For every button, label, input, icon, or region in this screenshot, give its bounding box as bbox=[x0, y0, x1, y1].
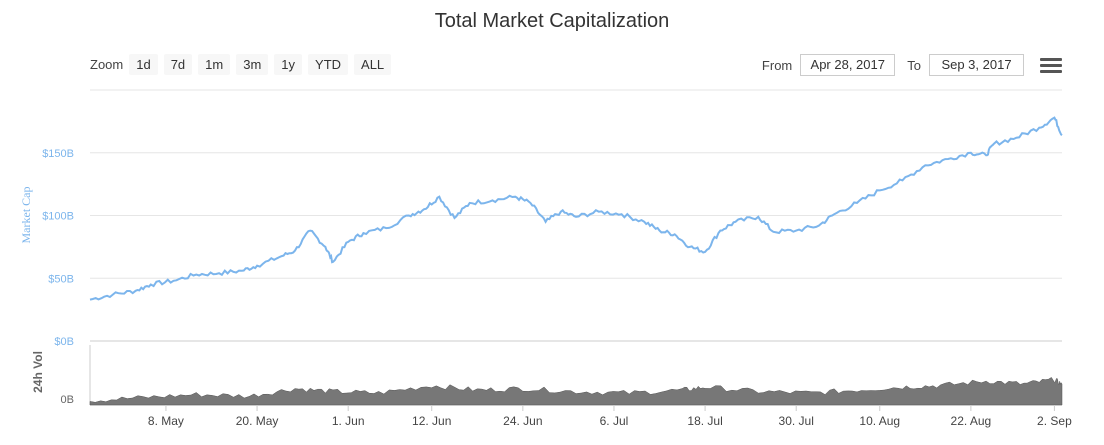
date-range: From Apr 28, 2017 To Sep 3, 2017 bbox=[762, 54, 1024, 76]
zoom-bar: Zoom 1d 7d 1m 3m 1y YTD ALL bbox=[90, 54, 397, 75]
y-tick-label: $0B bbox=[54, 336, 74, 348]
chart-title: Total Market Capitalization bbox=[434, 10, 670, 32]
zoom-1m-button[interactable]: 1m bbox=[198, 54, 231, 75]
hamburger-menu-icon[interactable] bbox=[1040, 58, 1062, 74]
grid-lines bbox=[90, 89, 1062, 342]
market-cap-series-line bbox=[89, 116, 1063, 301]
volume-y-tick: 0B bbox=[61, 394, 74, 406]
zoom-all-button[interactable]: ALL bbox=[354, 54, 392, 75]
x-tick-label: 2. Sep bbox=[1037, 414, 1072, 428]
x-tick-label: 24. Jun bbox=[503, 414, 542, 428]
zoom-1y-button[interactable]: 1y bbox=[274, 54, 303, 75]
x-tick-label: 18. Jul bbox=[687, 414, 722, 428]
y-tick-label: $150B bbox=[42, 148, 74, 160]
zoom-1d-button[interactable]: 1d bbox=[129, 54, 158, 75]
zoom-label: Zoom bbox=[90, 57, 124, 72]
y-axis-label: Market Cap bbox=[19, 187, 33, 244]
from-label: From bbox=[761, 57, 793, 73]
zoom-3m-button[interactable]: 3m bbox=[236, 54, 269, 75]
x-tick-label: 6. Jul bbox=[600, 414, 629, 428]
x-tick-label: 30. Jul bbox=[779, 414, 814, 428]
x-tick-label: 12. Jun bbox=[412, 414, 451, 428]
volume-axis-label: 24h Vol bbox=[31, 351, 45, 393]
x-tick-label: 1. Jun bbox=[332, 414, 365, 428]
x-tick-label: 10. Aug bbox=[859, 414, 900, 428]
x-axis-ticks: 8. May 20. May 1. Jun 12. Jun 24. Jun 6. Jul 1… bbox=[148, 405, 1072, 428]
to-label: To bbox=[907, 57, 921, 73]
to-date-input[interactable]: Sep 3, 2017 bbox=[929, 54, 1024, 76]
zoom-ytd-button[interactable]: YTD bbox=[308, 54, 349, 75]
x-tick-label: 20. May bbox=[236, 414, 279, 428]
y-axis-ticks: $0B $50B $100B $150B bbox=[42, 148, 74, 348]
y-tick-label: $50B bbox=[48, 273, 74, 285]
x-tick-label: 8. May bbox=[148, 414, 184, 428]
y-tick-label: $100B bbox=[42, 211, 74, 223]
volume-panel bbox=[89, 345, 1063, 406]
volume-area bbox=[89, 377, 1063, 406]
x-tick-label: 22. Aug bbox=[951, 414, 992, 428]
zoom-7d-button[interactable]: 7d bbox=[163, 54, 193, 75]
from-date-input[interactable]: Apr 28, 2017 bbox=[800, 54, 896, 76]
